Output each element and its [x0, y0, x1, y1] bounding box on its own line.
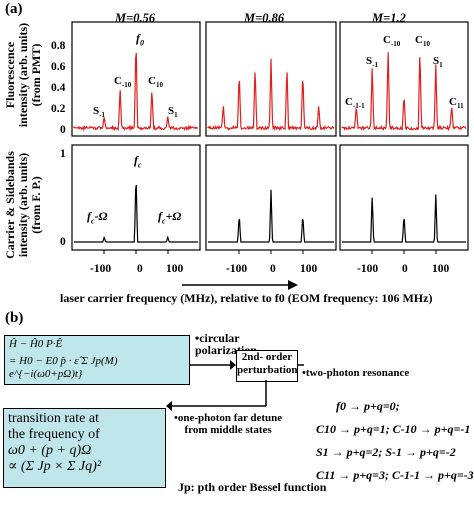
p3-label-c-10: C-10 [383, 34, 400, 48]
carrier-trace-3 [342, 195, 466, 243]
ytick-0.4: 0.4 [51, 82, 65, 94]
top-plot-frame-3 [340, 22, 468, 136]
peak-label-s1: S1 [168, 105, 178, 119]
carrier-label-fc-minus: fc-Ω [87, 209, 108, 225]
flow-arrows [0, 300, 474, 506]
ytick-0.8: 0.8 [51, 40, 65, 52]
xtick-1-neg100: -100 [90, 263, 111, 275]
ytick-1: 1 [60, 148, 66, 160]
xtick-3-neg100: -100 [357, 263, 378, 275]
xtick-3-100: 100 [432, 263, 449, 275]
peak-label-c-10: C-10 [114, 75, 131, 89]
peak-label-s-1: S-1 [93, 105, 105, 119]
fluorescence-trace-3 [342, 52, 466, 129]
xtick-2-0: 0 [270, 263, 276, 275]
fluorescence-trace-2 [208, 59, 334, 130]
xtick-1-0: 0 [137, 263, 143, 275]
p3-label-s1: S1 [433, 55, 443, 69]
peak-label-f0: f0 [136, 31, 144, 47]
carrier-label-fc: fc [134, 153, 142, 169]
carrier-label-fc-plus: fc+Ω [158, 209, 181, 225]
xtick-2-neg100: -100 [226, 263, 247, 275]
bottom-plot-frame-3 [340, 145, 468, 250]
xtick-3-0: 0 [402, 263, 408, 275]
spectra-figure [0, 0, 474, 300]
xtick-1-100: 100 [166, 263, 183, 275]
carrier-trace-2 [208, 190, 334, 242]
ytick-0-top: 0 [60, 124, 66, 136]
p3-label-c11: C11 [449, 96, 464, 110]
ytick-0.6: 0.6 [51, 61, 65, 73]
p3-label-c10: C10 [415, 34, 430, 48]
peak-label-c10: C10 [148, 75, 163, 89]
ytick-0.2: 0.2 [51, 103, 65, 115]
x-axis-arrow [180, 279, 300, 291]
p3-label-s-1: S-1 [366, 55, 378, 69]
ytick-0-bottom: 0 [60, 236, 66, 248]
xtick-2-100: 100 [300, 263, 317, 275]
p3-label-c-1-1: C-1-1 [345, 96, 365, 110]
